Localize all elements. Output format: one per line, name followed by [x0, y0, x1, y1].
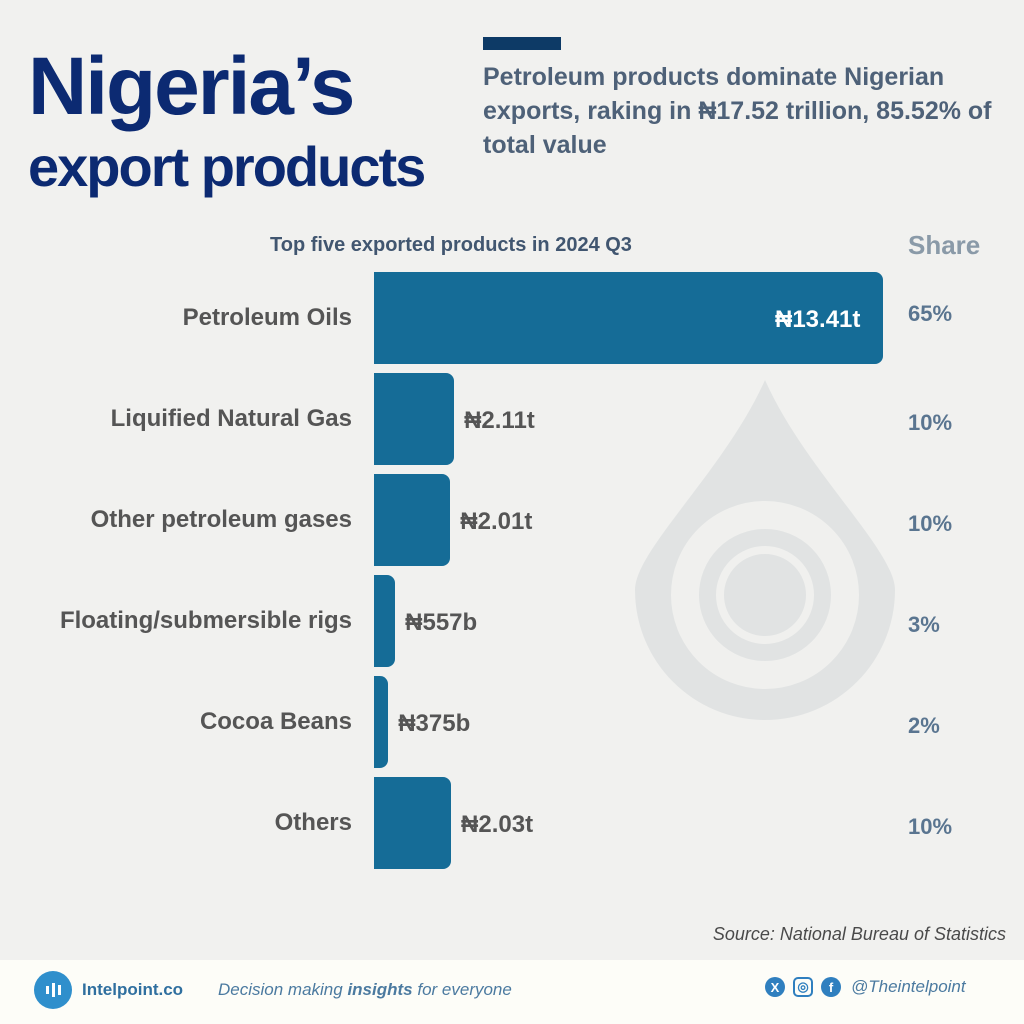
oil-drop-gear-icon — [635, 380, 895, 720]
share-label: 65% — [908, 301, 953, 326]
value-label: ₦375b — [398, 710, 471, 737]
value-label: ₦2.01t — [460, 508, 533, 535]
category-label: Floating/submersible rigs — [59, 607, 352, 634]
share-header: Share — [908, 230, 981, 260]
value-label: ₦2.11t — [464, 407, 535, 434]
footer: Intelpoint.co Decision making insights f… — [0, 960, 1024, 1024]
chart-title: Top five exported products in 2024 Q3 — [270, 234, 632, 256]
tagline-pre: Decision making — [218, 980, 348, 999]
category-label: Petroleum Oils — [182, 304, 352, 331]
bar — [374, 575, 396, 667]
share-label: 10% — [908, 511, 953, 536]
category-label: Other petroleum gases — [90, 506, 352, 533]
accent-bar — [483, 37, 561, 50]
subtitle: Petroleum products dominate Nigerian exp… — [483, 63, 992, 159]
intelpoint-logo-icon — [34, 971, 72, 1009]
social-links: X ◎ f @Theintelpoint — [765, 977, 966, 997]
bar — [374, 272, 883, 364]
tagline: Decision making insights for everyone — [218, 980, 512, 1000]
source-note: Source: National Bureau of Statistics — [712, 924, 1006, 944]
value-label: ₦13.41t — [775, 306, 861, 333]
category-label: Cocoa Beans — [199, 708, 352, 735]
share-label: 3% — [908, 612, 940, 637]
x-icon[interactable]: X — [765, 977, 785, 997]
share-label: 2% — [908, 713, 940, 738]
bar — [374, 373, 455, 465]
bar — [374, 777, 452, 869]
category-label: Liquified Natural Gas — [110, 405, 352, 432]
title-line-2: export products — [28, 135, 426, 198]
social-handle[interactable]: @Theintelpoint — [851, 977, 966, 996]
tagline-post: for everyone — [412, 980, 512, 999]
bar — [374, 676, 389, 768]
value-label: ₦2.03t — [461, 811, 534, 838]
share-label: 10% — [908, 410, 953, 435]
tagline-bold: insights — [347, 980, 413, 999]
title-line-1: Nigeria’s — [28, 41, 355, 132]
share-label: 10% — [908, 814, 953, 839]
brand-link[interactable]: Intelpoint.co — [82, 980, 184, 999]
bar — [374, 474, 451, 566]
value-label: ₦557b — [405, 609, 478, 636]
category-label: Others — [274, 809, 352, 836]
instagram-icon[interactable]: ◎ — [793, 977, 813, 997]
facebook-icon[interactable]: f — [821, 977, 841, 997]
